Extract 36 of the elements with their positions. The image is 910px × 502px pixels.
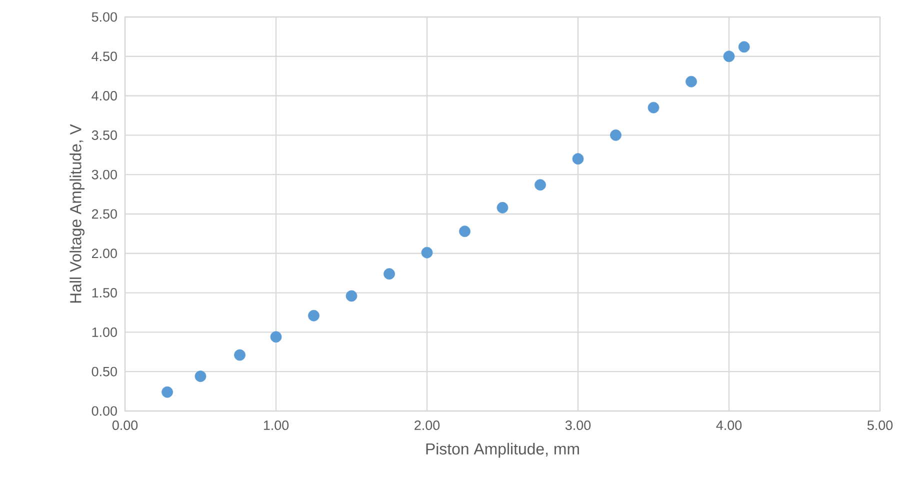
point <box>738 41 750 53</box>
point <box>270 331 282 343</box>
x-tick-label: 2.00 <box>414 420 440 430</box>
point <box>723 50 735 62</box>
x-tick-label: 3.00 <box>565 420 591 430</box>
y-tick-label: 2.00 <box>92 248 117 258</box>
y-tick-label: 1.50 <box>92 288 117 298</box>
point <box>384 268 395 280</box>
point <box>308 310 320 322</box>
y-axis-title: Hall Voltage Amplitude, V <box>70 124 84 303</box>
y-tick-label: 0.00 <box>92 406 117 416</box>
point <box>572 153 584 165</box>
point <box>194 370 206 382</box>
point <box>610 129 622 141</box>
point <box>496 202 508 214</box>
point <box>162 386 173 398</box>
point <box>346 290 358 302</box>
x-tick-label: 0.00 <box>112 420 138 430</box>
point <box>421 246 433 258</box>
x-tick-label: 4.00 <box>716 420 742 430</box>
x-tick-label: 5.00 <box>867 420 893 430</box>
y-tick-label: 1.00 <box>92 327 117 337</box>
point <box>534 179 546 191</box>
x-axis-title: Piston Amplitude, mm <box>426 442 579 458</box>
y-tick-label: 0.50 <box>92 366 117 376</box>
y-tick-label: 2.50 <box>92 209 117 219</box>
y-tick-label: 3.50 <box>92 130 117 140</box>
point <box>648 102 660 114</box>
y-tick-label: 3.00 <box>92 170 117 180</box>
x-tick-label: 1.00 <box>264 420 289 430</box>
point <box>686 76 697 88</box>
y-tick-label: 5.00 <box>92 12 117 22</box>
y-tick-label: 4.50 <box>92 52 117 62</box>
y-tick-label: 4.00 <box>92 91 117 101</box>
point <box>234 349 246 361</box>
point <box>459 226 470 238</box>
